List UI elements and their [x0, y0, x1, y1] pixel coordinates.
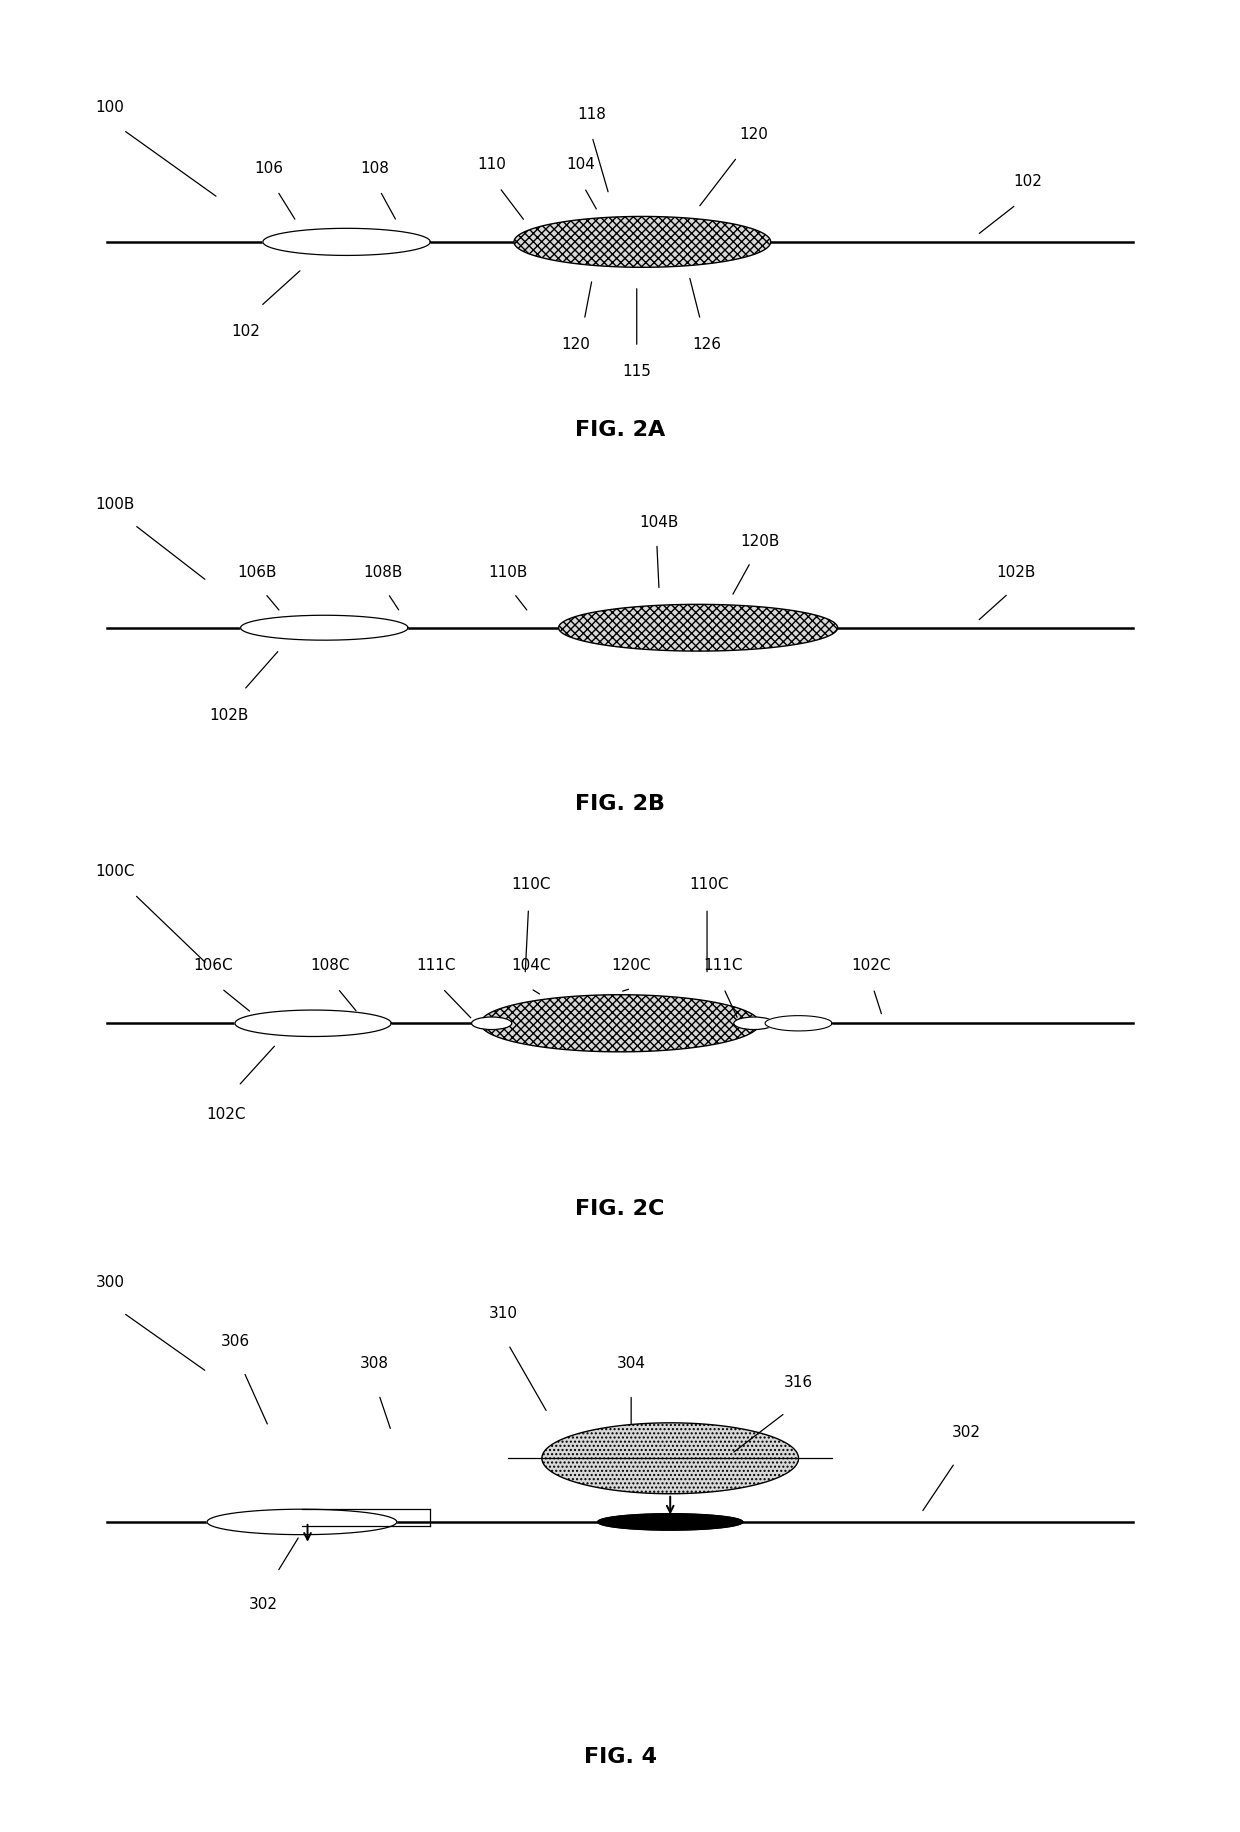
Text: 110C: 110C	[511, 878, 551, 892]
Polygon shape	[263, 229, 430, 256]
Text: 115: 115	[622, 365, 651, 379]
Text: 104C: 104C	[511, 956, 551, 973]
Text: 120C: 120C	[611, 956, 651, 973]
Polygon shape	[515, 218, 770, 267]
Polygon shape	[241, 616, 408, 641]
Text: 118: 118	[578, 106, 606, 121]
Text: 310: 310	[489, 1306, 517, 1321]
Text: 110: 110	[477, 158, 506, 172]
Text: FIG. 2C: FIG. 2C	[575, 1198, 665, 1218]
Polygon shape	[207, 1510, 397, 1535]
Text: 302: 302	[248, 1596, 278, 1612]
Polygon shape	[559, 605, 837, 652]
Text: 102C: 102C	[852, 956, 890, 973]
Text: 106C: 106C	[193, 956, 232, 973]
Polygon shape	[598, 1513, 743, 1530]
Text: 306: 306	[221, 1334, 249, 1348]
Text: 120: 120	[560, 337, 590, 352]
Text: 106B: 106B	[238, 564, 277, 579]
Text: FIG. 2B: FIG. 2B	[575, 793, 665, 813]
Text: 316: 316	[784, 1374, 813, 1389]
Text: 300: 300	[95, 1273, 124, 1288]
Text: 106: 106	[254, 161, 283, 176]
Text: FIG. 4: FIG. 4	[584, 1746, 656, 1766]
Circle shape	[471, 1017, 512, 1030]
Text: 100B: 100B	[95, 496, 135, 511]
Polygon shape	[542, 1423, 799, 1493]
Text: 110B: 110B	[489, 564, 528, 579]
Text: 100: 100	[95, 99, 124, 115]
Text: FIG. 2A: FIG. 2A	[575, 420, 665, 440]
Text: 102B: 102B	[210, 709, 249, 724]
Text: 108B: 108B	[363, 564, 403, 579]
Text: 102B: 102B	[997, 564, 1035, 579]
Text: 120: 120	[739, 126, 769, 141]
Text: 110C: 110C	[689, 878, 729, 892]
Text: 102: 102	[1013, 174, 1042, 189]
Text: 120B: 120B	[740, 533, 779, 548]
Text: 304: 304	[616, 1356, 646, 1370]
Text: 102C: 102C	[206, 1107, 246, 1121]
Text: 302: 302	[951, 1423, 981, 1438]
Text: 104: 104	[567, 158, 595, 172]
Text: 108: 108	[360, 161, 389, 176]
Text: 126: 126	[693, 337, 722, 352]
Text: 102: 102	[232, 324, 260, 339]
Text: 111C: 111C	[417, 956, 455, 973]
Text: 111C: 111C	[703, 956, 743, 973]
Text: 100C: 100C	[95, 863, 135, 878]
Circle shape	[734, 1017, 774, 1030]
Text: 104B: 104B	[640, 515, 678, 529]
Polygon shape	[236, 1011, 392, 1037]
Polygon shape	[481, 995, 759, 1052]
Text: 308: 308	[360, 1356, 389, 1370]
Text: 108C: 108C	[310, 956, 350, 973]
Polygon shape	[765, 1017, 832, 1031]
